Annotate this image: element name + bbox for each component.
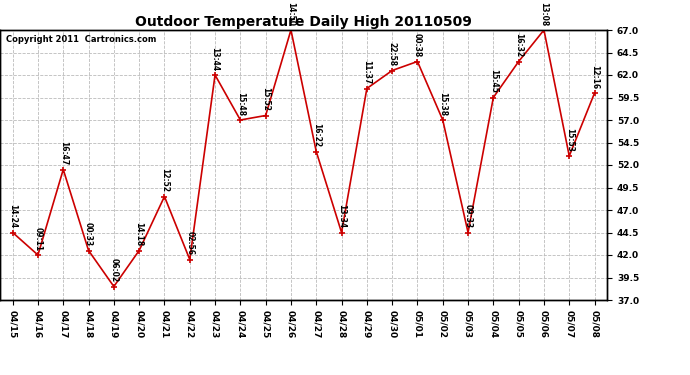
Text: 15:52: 15:52	[261, 87, 270, 111]
Text: 16:22: 16:22	[312, 123, 321, 147]
Text: 14:18: 14:18	[135, 222, 144, 246]
Title: Outdoor Temperature Daily High 20110509: Outdoor Temperature Daily High 20110509	[135, 15, 472, 29]
Text: 15:38: 15:38	[438, 92, 447, 116]
Text: 15:45: 15:45	[489, 69, 498, 93]
Text: 11:37: 11:37	[362, 60, 371, 84]
Text: 15:53: 15:53	[564, 128, 574, 152]
Text: 09:11: 09:11	[33, 227, 43, 251]
Text: 12:16: 12:16	[590, 65, 599, 89]
Text: 16:32: 16:32	[514, 33, 523, 57]
Text: 14:24: 14:24	[8, 204, 17, 228]
Text: 13:44: 13:44	[210, 47, 219, 71]
Text: 22:58: 22:58	[388, 42, 397, 66]
Text: Copyright 2011  Cartronics.com: Copyright 2011 Cartronics.com	[6, 35, 157, 44]
Text: 15:48: 15:48	[236, 92, 245, 116]
Text: 06:02: 06:02	[109, 258, 119, 282]
Text: 00:33: 00:33	[84, 222, 93, 246]
Text: 16:47: 16:47	[59, 141, 68, 165]
Text: 13:34: 13:34	[337, 204, 346, 228]
Text: 02:56: 02:56	[185, 231, 195, 255]
Text: 09:33: 09:33	[464, 204, 473, 228]
Text: 13:08: 13:08	[540, 2, 549, 26]
Text: 00:38: 00:38	[413, 33, 422, 57]
Text: 14:50: 14:50	[286, 2, 295, 26]
Text: 12:52: 12:52	[160, 168, 169, 192]
